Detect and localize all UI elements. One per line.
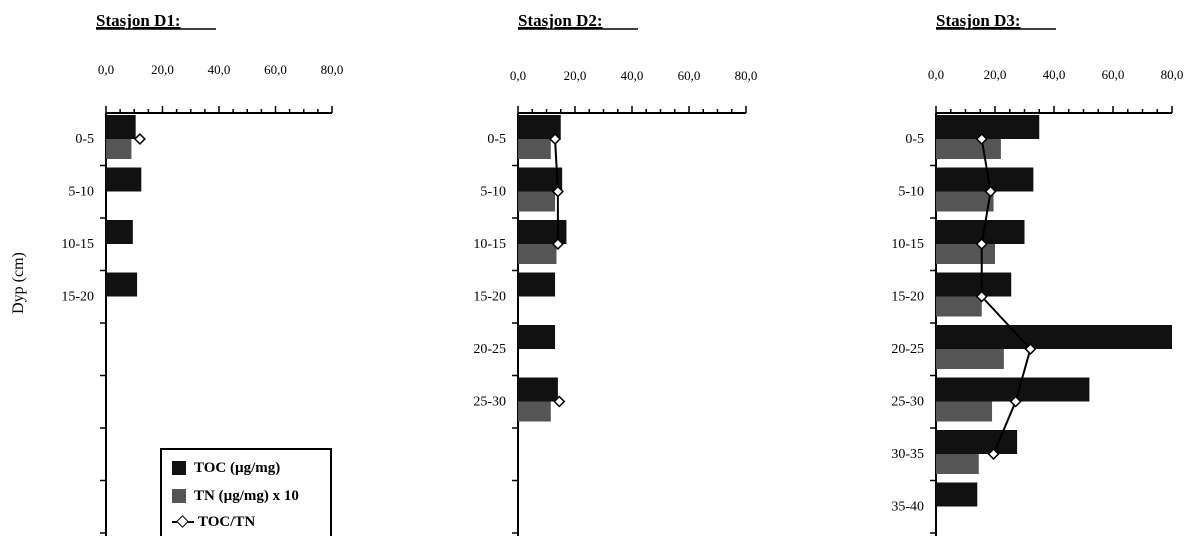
- x-tick-label: 20,0: [151, 62, 174, 77]
- ratio-line-segment: [980, 295, 1032, 350]
- bar-tn: [936, 401, 993, 422]
- ratio-marker: [975, 132, 988, 146]
- ratio-marker: [549, 132, 562, 146]
- bar-toc: [936, 115, 1040, 139]
- bar-toc: [106, 220, 133, 244]
- category-label: 10-15: [61, 237, 94, 252]
- category-label: 5-10: [898, 185, 924, 200]
- bar-toc: [518, 325, 556, 349]
- category-label: 0-5: [75, 132, 94, 147]
- category-label: 35-40: [891, 500, 924, 515]
- category-label: 0-5: [487, 132, 506, 147]
- x-tick-label: 60,0: [678, 68, 701, 83]
- bar-toc: [936, 430, 1018, 454]
- ratio-marker: [1009, 395, 1022, 408]
- legend-item-toc: TOC (µg/mg): [172, 458, 280, 478]
- ratio-marker: [975, 290, 988, 303]
- bar-tn: [106, 139, 132, 159]
- x-tick-label: 0,0: [98, 62, 114, 77]
- category-label: 25-30: [473, 395, 506, 410]
- category-label: 25-30: [891, 395, 924, 410]
- bar-toc: [936, 377, 1090, 402]
- bar-tn: [936, 296, 982, 317]
- category-label: 10-15: [473, 237, 506, 252]
- bar-toc: [936, 325, 1172, 349]
- x-tick-label: 60,0: [1102, 67, 1125, 82]
- bar-toc: [518, 377, 558, 402]
- category-label: 10-15: [891, 237, 924, 252]
- ratio-marker: [984, 185, 997, 198]
- category-label: 30-35: [891, 447, 924, 462]
- bar-tn: [936, 349, 1004, 369]
- category-label: 15-20: [473, 290, 506, 305]
- bar-toc: [518, 167, 563, 192]
- ratio-marker: [1024, 342, 1037, 356]
- bar-tn: [518, 401, 551, 422]
- category-label: 15-20: [61, 290, 94, 305]
- category-label: 20-25: [473, 342, 506, 357]
- category-label: 0-5: [905, 132, 924, 147]
- legend-swatch-tn: [172, 489, 186, 503]
- legend-item-tn: TN (µg/mg) x 10: [172, 486, 299, 506]
- ratio-line-segment: [980, 191, 992, 245]
- x-tick-label: 0,0: [510, 68, 526, 83]
- category-label: 15-20: [891, 290, 924, 305]
- x-tick-label: 20,0: [564, 68, 587, 83]
- legend-label-toc: TOC (µg/mg): [194, 459, 281, 476]
- category-label: 20-25: [891, 342, 924, 357]
- legend-swatch-toc: [172, 461, 186, 475]
- bar-toc: [106, 272, 138, 297]
- bar-toc: [518, 272, 556, 297]
- x-tick-label: 40,0: [1043, 67, 1066, 82]
- legend-label-ratio: TOC/TN: [198, 513, 256, 530]
- bar-toc: [106, 167, 142, 192]
- chart-legend: TOC (µg/mg) TN (µg/mg) x 10 TOC/TN: [160, 448, 332, 536]
- x-tick-label: 60,0: [264, 62, 287, 77]
- panel-title-3: Stasjon D3:: [936, 11, 1021, 30]
- panel-title-1: Stasjon D1:: [96, 11, 181, 30]
- legend-label-tn: TN (µg/mg) x 10: [194, 487, 299, 504]
- legend-ratio-marker-icon: [172, 515, 194, 529]
- ratio-marker: [551, 237, 564, 251]
- x-tick-label: 40,0: [621, 68, 644, 83]
- category-label: 5-10: [480, 185, 506, 200]
- x-tick-label: 80,0: [321, 62, 344, 77]
- category-label: 5-10: [68, 185, 94, 200]
- bar-tn: [518, 244, 557, 264]
- bar-tn: [936, 191, 994, 212]
- x-tick-label: 80,0: [1161, 67, 1184, 82]
- bar-tn: [936, 244, 995, 264]
- ratio-marker: [551, 185, 564, 198]
- ratio-line-segment: [554, 138, 559, 192]
- ratio-line-segment: [1014, 348, 1032, 402]
- bar-tn: [518, 139, 551, 159]
- ratio-marker: [975, 237, 988, 251]
- bar-toc: [936, 272, 1012, 297]
- bar-tn: [936, 454, 979, 474]
- bar-toc: [936, 167, 1034, 192]
- ratio-marker: [553, 395, 566, 408]
- x-tick-label: 20,0: [984, 67, 1007, 82]
- bar-toc: [936, 482, 978, 507]
- ratio-marker: [133, 132, 146, 146]
- ratio-marker: [987, 447, 1000, 461]
- bar-tn: [936, 139, 1001, 159]
- bar-toc: [106, 115, 136, 139]
- x-tick-label: 40,0: [208, 62, 231, 77]
- ratio-line-segment: [980, 138, 992, 192]
- panel-title-2: Stasjon D2:: [518, 11, 603, 30]
- ratio-line-segment: [992, 401, 1017, 455]
- x-tick-label: 0,0: [928, 67, 944, 82]
- bar-tn: [518, 191, 556, 212]
- x-tick-label: 80,0: [735, 68, 758, 83]
- y-axis-label: Dyp (cm): [10, 252, 27, 314]
- legend-item-ratio: TOC/TN: [172, 512, 255, 532]
